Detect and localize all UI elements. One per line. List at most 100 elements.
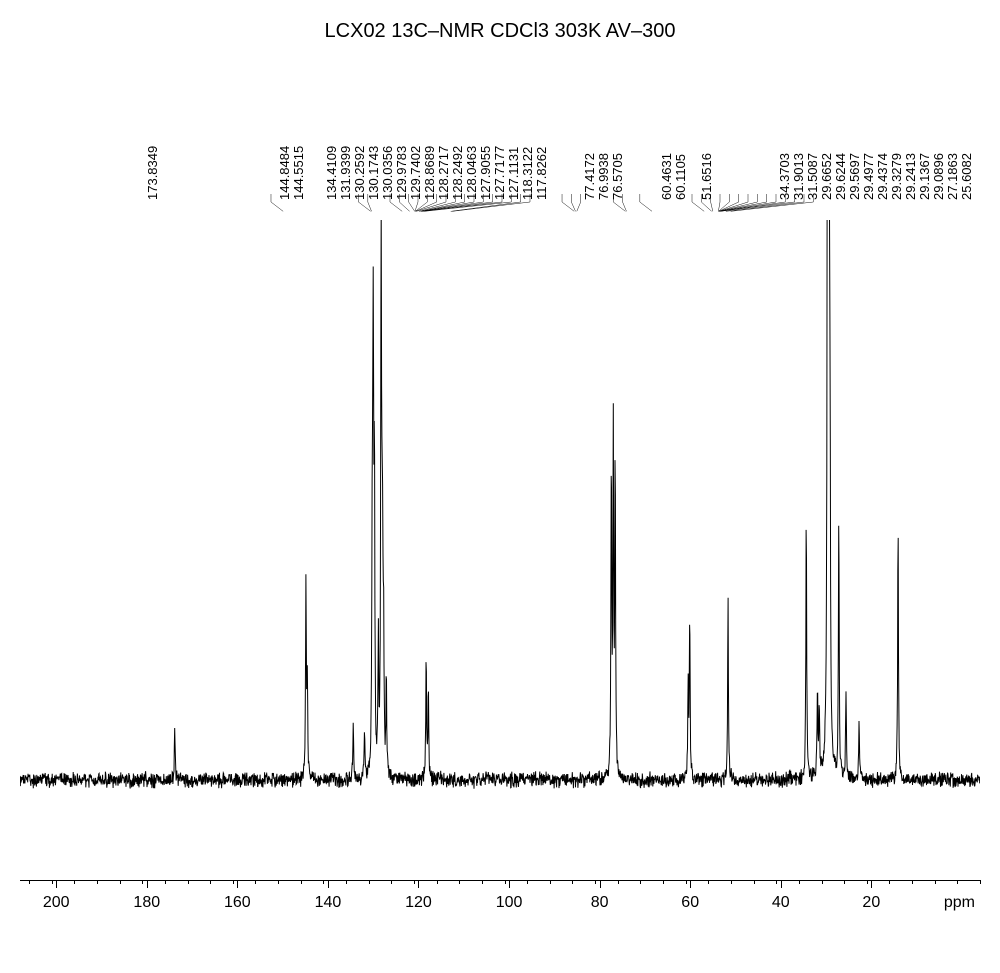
- minor-tick: [799, 880, 800, 884]
- minor-tick: [663, 880, 664, 884]
- minor-tick: [640, 880, 641, 884]
- peak-label: 134.4109: [324, 146, 339, 200]
- peak-label: 29.3279: [889, 153, 904, 200]
- minor-tick: [414, 880, 415, 884]
- minor-tick: [188, 880, 189, 884]
- minor-tick: [437, 880, 438, 884]
- minor-tick: [346, 880, 347, 884]
- peak-label: 144.5515: [291, 146, 306, 200]
- peak-label: 128.2717: [436, 146, 451, 200]
- peak-label: 128.2492: [450, 146, 465, 200]
- peak-label: 128.0463: [464, 146, 479, 200]
- peak-label: 131.9399: [338, 146, 353, 200]
- minor-tick: [120, 880, 121, 884]
- peak-label: 29.5697: [847, 153, 862, 200]
- minor-tick: [255, 880, 256, 884]
- tick-label: 100: [496, 894, 523, 912]
- minor-tick: [867, 880, 868, 884]
- minor-tick: [957, 880, 958, 884]
- minor-tick: [527, 880, 528, 884]
- minor-tick: [618, 880, 619, 884]
- minor-tick: [686, 880, 687, 884]
- peak-label: 25.6082: [959, 153, 974, 200]
- peak-label: 127.1131: [506, 147, 521, 200]
- minor-tick: [550, 880, 551, 884]
- peak-label: 130.0356: [380, 146, 395, 200]
- minor-tick: [391, 880, 392, 884]
- peak-label: 76.5705: [610, 153, 625, 200]
- peak-label: 29.4977: [861, 153, 876, 200]
- minor-tick: [52, 880, 53, 884]
- tick-label: 80: [591, 894, 609, 912]
- minor-tick: [74, 880, 75, 884]
- tick-label: 140: [315, 894, 342, 912]
- peak-label: 31.5087: [805, 153, 820, 200]
- peak-label: 118.3122: [520, 147, 535, 200]
- peak-leader-lines: [20, 194, 980, 214]
- minor-tick: [233, 880, 234, 884]
- peak-label: 29.6652: [819, 153, 834, 200]
- minor-tick: [165, 880, 166, 884]
- minor-tick: [889, 880, 890, 884]
- tick-label: 40: [772, 894, 790, 912]
- minor-tick: [29, 880, 30, 884]
- peak-label: 129.7402: [408, 146, 423, 200]
- peak-labels-area: 173.8349144.8484144.5515134.4109131.9399…: [20, 45, 980, 200]
- major-tick: [56, 880, 57, 888]
- major-tick: [871, 880, 872, 888]
- nmr-chart: LCX02 13C–NMR CDCl3 303K AV–300 173.8349…: [20, 20, 980, 940]
- axis-unit-label: ppm: [944, 894, 975, 912]
- tick-label: 200: [43, 894, 70, 912]
- chart-title: LCX02 13C–NMR CDCl3 303K AV–300: [20, 20, 980, 43]
- peak-label: 117.8262: [534, 147, 549, 200]
- minor-tick: [323, 880, 324, 884]
- tick-label: 20: [862, 894, 880, 912]
- minor-tick: [844, 880, 845, 884]
- minor-tick: [369, 880, 370, 884]
- peak-label: 127.9055: [478, 146, 493, 200]
- major-tick: [509, 880, 510, 888]
- peak-label: 127.7177: [492, 146, 507, 200]
- tick-label: 60: [681, 894, 699, 912]
- peak-label: 128.8689: [422, 146, 437, 200]
- peak-label: 60.4631: [659, 153, 674, 200]
- minor-tick: [776, 880, 777, 884]
- x-axis: 200 180 160 140 120 100 80 60 40 20 ppm: [20, 880, 980, 940]
- peak-label: 27.1863: [945, 153, 960, 200]
- tick-label: 180: [133, 894, 160, 912]
- minor-tick: [980, 880, 981, 884]
- minor-tick: [935, 880, 936, 884]
- spectrum-plot: [20, 220, 980, 880]
- minor-tick: [731, 880, 732, 884]
- peak-label: 51.6516: [699, 153, 714, 200]
- tick-label: 120: [405, 894, 432, 912]
- minor-tick: [278, 880, 279, 884]
- minor-tick: [301, 880, 302, 884]
- major-tick: [328, 880, 329, 888]
- peak-label: 29.2413: [903, 153, 918, 200]
- peak-label: 29.0896: [931, 153, 946, 200]
- major-tick: [781, 880, 782, 888]
- major-tick: [690, 880, 691, 888]
- tick-label: 160: [224, 894, 251, 912]
- peak-label: 77.4172: [582, 153, 597, 200]
- peak-label: 31.9013: [791, 153, 806, 200]
- minor-tick: [754, 880, 755, 884]
- peak-label: 29.4374: [875, 153, 890, 200]
- peak-label: 173.8349: [145, 146, 160, 200]
- peak-label: 34.3703: [777, 153, 792, 200]
- major-tick: [237, 880, 238, 888]
- minor-tick: [505, 880, 506, 884]
- minor-tick: [97, 880, 98, 884]
- major-tick: [418, 880, 419, 888]
- minor-tick: [459, 880, 460, 884]
- peak-label: 29.1367: [917, 153, 932, 200]
- minor-tick: [210, 880, 211, 884]
- peak-label: 130.2592: [352, 146, 367, 200]
- peak-label: 76.9938: [596, 153, 611, 200]
- major-tick: [600, 880, 601, 888]
- peak-label: 129.9783: [394, 146, 409, 200]
- minor-tick: [142, 880, 143, 884]
- spectrum-trace: [20, 220, 980, 789]
- major-tick: [147, 880, 148, 888]
